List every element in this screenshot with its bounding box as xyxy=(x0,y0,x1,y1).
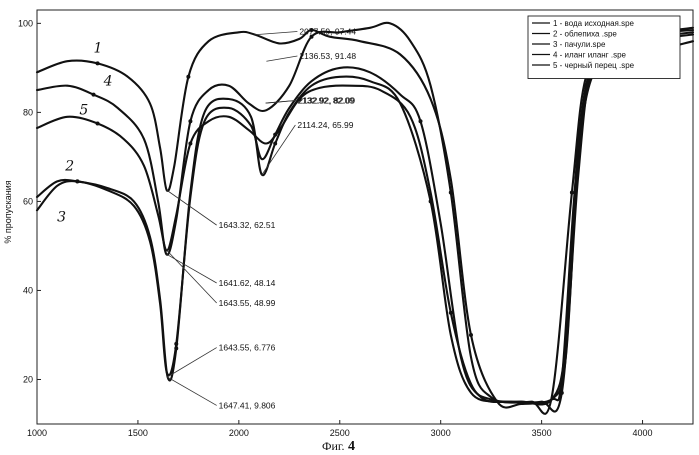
series-3-marker xyxy=(418,119,423,124)
series-5-marker xyxy=(575,146,580,150)
annotation-leader xyxy=(254,31,298,36)
series-3-marker xyxy=(174,341,179,346)
x-tick-label: 1500 xyxy=(128,428,148,438)
legend-entry: 5 - черный перец .spe xyxy=(553,61,635,70)
series-3-handwritten-label: 3 xyxy=(57,209,66,225)
annotation-leader xyxy=(167,376,217,406)
series-5-marker xyxy=(95,121,100,126)
series-5-marker xyxy=(448,310,453,315)
series-line-1 xyxy=(35,28,695,409)
series-1-marker xyxy=(309,28,314,33)
caption-number: 4 xyxy=(348,439,355,454)
series-1-handwritten-label: 1 xyxy=(94,40,103,56)
annotation-leader xyxy=(261,124,296,175)
legend-entry: 1 - вода исходная.spe xyxy=(553,19,635,28)
y-tick-label: 80 xyxy=(23,107,33,117)
series-5-marker xyxy=(188,141,193,146)
x-tick-label: 2500 xyxy=(330,428,350,438)
x-tick-label: 2000 xyxy=(229,428,249,438)
caption-prefix: Фиг. xyxy=(322,439,344,453)
annotation-leader xyxy=(166,250,217,304)
series-4-marker xyxy=(309,34,314,39)
series-2-marker xyxy=(569,190,574,195)
y-tick-label: 40 xyxy=(23,285,33,295)
x-tick-label: 4000 xyxy=(633,428,653,438)
annotation-leader xyxy=(166,189,217,226)
annotation-label: 1643.55, 48.99 xyxy=(219,298,276,308)
y-axis-label: % пропускания xyxy=(3,180,13,243)
legend-entry: 4 - иланг иланг .spe xyxy=(553,51,627,60)
series-2-marker xyxy=(273,141,278,146)
annotation-label: 2136.53, 91.48 xyxy=(299,51,356,61)
annotation-label: 2132.92, 82.09 xyxy=(297,95,354,105)
annotation-leader xyxy=(266,55,298,62)
annotation-label: 1641.62, 48.14 xyxy=(219,278,276,288)
annotation-label: 2077.59, 97.44 xyxy=(299,26,356,36)
y-tick-label: 60 xyxy=(23,196,33,206)
x-tick-label: 1000 xyxy=(27,428,47,438)
annotation-leader xyxy=(265,100,297,104)
y-tick-label: 100 xyxy=(18,18,33,28)
series-3-marker xyxy=(75,179,80,184)
legend-entry: 3 - пачули.spe xyxy=(553,40,606,49)
annotation-label: 1643.55, 6.776 xyxy=(219,343,276,353)
series-1-marker xyxy=(186,74,191,79)
annotation-leader xyxy=(166,347,217,378)
series-4-handwritten-label: 4 xyxy=(103,74,113,90)
series-3-marker xyxy=(559,390,564,395)
series-5-handwritten-label: 5 xyxy=(79,103,88,119)
series-4-marker xyxy=(448,190,453,195)
y-tick-label: 20 xyxy=(23,374,33,384)
figure-caption: Фиг. 4 xyxy=(322,439,355,454)
plot-frame xyxy=(36,9,694,425)
series-4-marker xyxy=(188,119,193,124)
x-tick-label: 3000 xyxy=(431,428,451,438)
annotation-label: 2114.24, 65.99 xyxy=(297,120,353,130)
annotation-label: 2132.92, 82.09 xyxy=(298,95,355,105)
series-1-marker xyxy=(95,61,100,66)
annotation-label: 1643.32, 62.51 xyxy=(219,220,276,230)
series-1-marker xyxy=(468,332,473,337)
x-tick-label: 3500 xyxy=(532,428,552,438)
series-5-marker xyxy=(297,97,302,102)
series-line-5 xyxy=(35,33,695,406)
legend-box xyxy=(527,15,681,79)
annotation-label: 1647.41, 9.806 xyxy=(219,400,276,410)
legend-entry: 2 - облепиха .spe xyxy=(553,30,617,39)
series-2-handwritten-label: 2 xyxy=(64,158,74,174)
series-4-marker xyxy=(91,92,96,97)
